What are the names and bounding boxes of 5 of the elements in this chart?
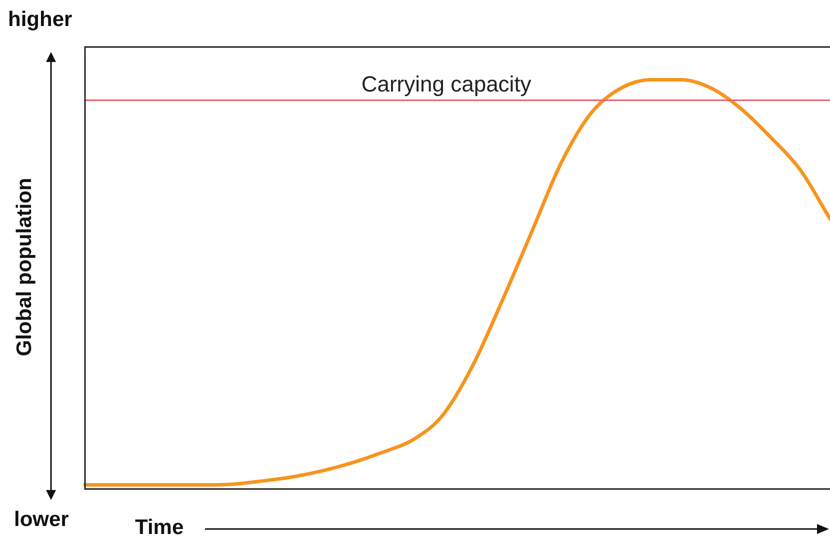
y-axis-title: Global population [13,176,37,358]
x-axis-title: Time [135,516,184,540]
ref-line-label: Carrying capacity [361,71,532,96]
text: lower [14,508,69,532]
text: higher [8,8,72,32]
